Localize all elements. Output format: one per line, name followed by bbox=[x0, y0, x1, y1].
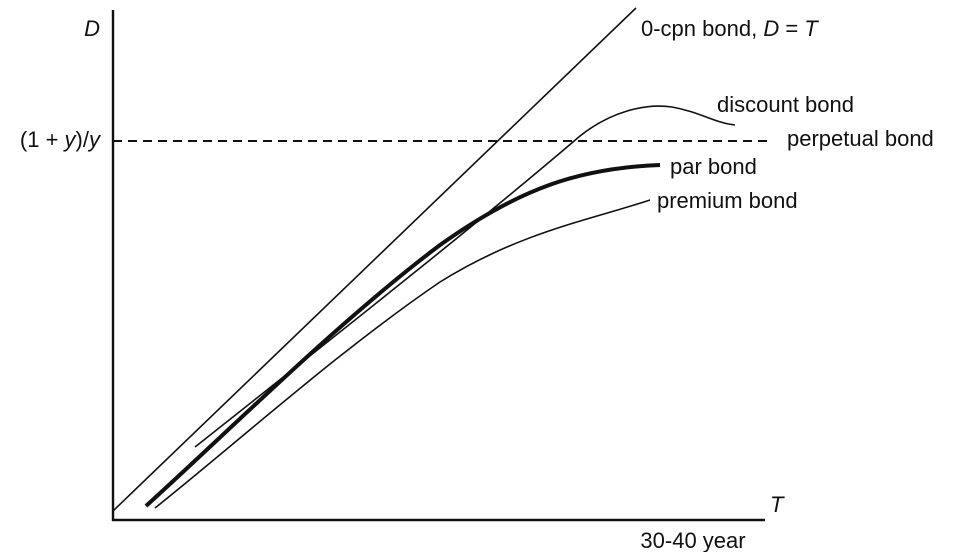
label-part: y bbox=[63, 127, 78, 152]
label-part: T bbox=[804, 16, 819, 41]
label-part: = bbox=[779, 16, 804, 41]
x-axis-label: T bbox=[770, 492, 785, 517]
y-axis-label: D bbox=[84, 16, 100, 41]
x-tick-label: 30-40 year bbox=[640, 528, 745, 552]
series-line-discount-bond bbox=[194, 105, 736, 448]
label-part: premium bond bbox=[657, 188, 798, 213]
series-label-0-cpn-bond: 0-cpn bond, D = T bbox=[641, 16, 819, 41]
label-part: y bbox=[87, 127, 102, 152]
series-line-par-bond bbox=[144, 163, 661, 508]
label-part: (1 + bbox=[20, 127, 65, 152]
y-tick-label-perpetual-level: (1 + y)/y bbox=[20, 127, 102, 152]
label-part: perpetual bond bbox=[787, 126, 934, 151]
label-part: )/ bbox=[76, 127, 90, 152]
series-label-premium-bond: premium bond bbox=[657, 188, 798, 213]
series-label-perpetual-bond: perpetual bond bbox=[787, 126, 934, 151]
series-label-discount-bond: discount bond bbox=[717, 92, 854, 117]
label-part: D bbox=[763, 16, 779, 41]
label-part: discount bond bbox=[717, 92, 854, 117]
label-part: par bond bbox=[670, 154, 757, 179]
series-line-premium-bond bbox=[154, 199, 651, 509]
series-label-par-bond: par bond bbox=[670, 154, 757, 179]
series-line-0-cpn-bond bbox=[112, 7, 637, 512]
label-part: 0-cpn bond, bbox=[641, 16, 763, 41]
